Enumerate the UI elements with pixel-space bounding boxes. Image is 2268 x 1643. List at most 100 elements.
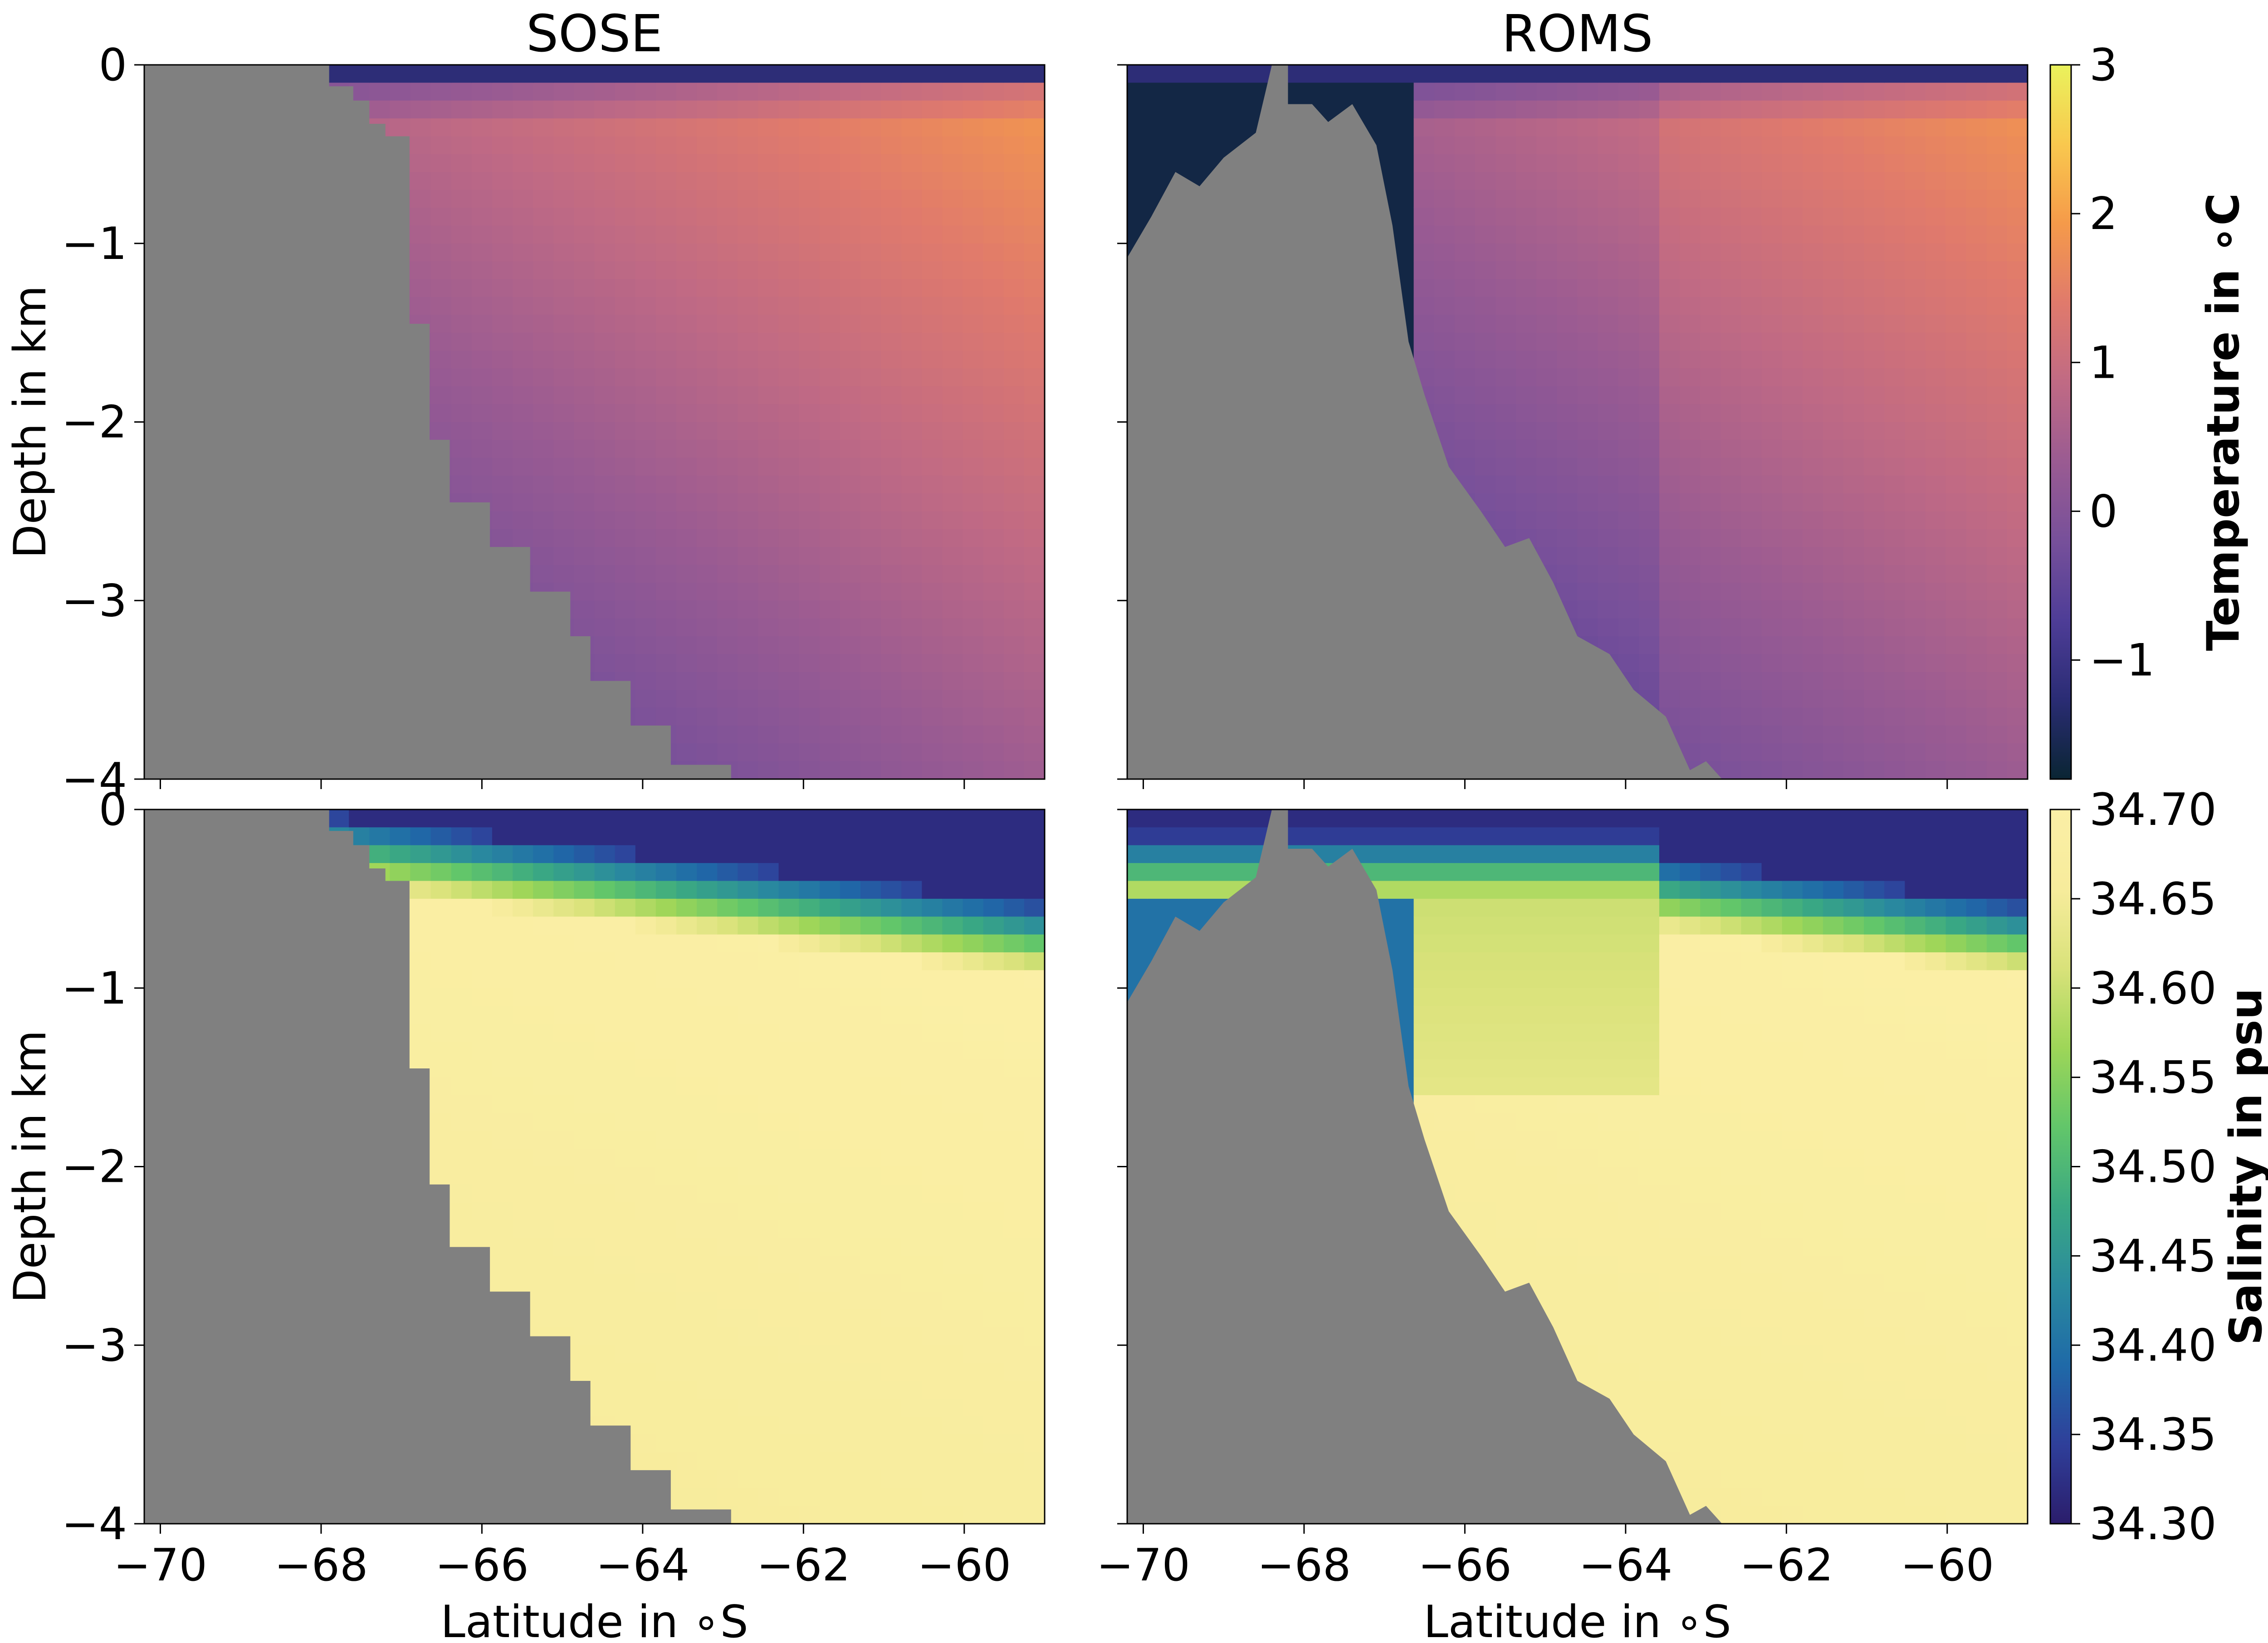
field-cell: [1905, 208, 1926, 226]
field-cell: [2007, 458, 2028, 476]
field-cell: [533, 1113, 554, 1131]
field-cell: [1884, 154, 1906, 173]
field-cell: [492, 118, 513, 137]
field-cell: [1496, 458, 1517, 476]
field-cell: [1741, 600, 1762, 619]
field-cell: [1700, 190, 1721, 208]
field-cell: [1003, 261, 1025, 280]
field-cell: [1557, 136, 1578, 155]
field-cell: [533, 1095, 554, 1114]
field-cell: [1741, 511, 1762, 530]
field-cell: [778, 1202, 800, 1221]
field-cell: [655, 1059, 677, 1078]
field-cell: [533, 988, 554, 1007]
field-cell: [1454, 208, 1476, 226]
field-cell: [1823, 493, 1844, 512]
field-cell: [574, 208, 595, 226]
field-cell: [1024, 547, 1045, 566]
field-cell: [1782, 386, 1803, 405]
field-cell: [1516, 493, 1537, 512]
field-cell: [738, 1149, 759, 1167]
field-cell: [1945, 475, 1967, 494]
field-cell: [799, 261, 820, 280]
field-cell: [1966, 297, 1987, 316]
field-cell: [513, 439, 534, 458]
field-cell: [1925, 83, 1946, 101]
field-cell: [778, 1059, 800, 1078]
field-cell: [901, 618, 923, 637]
field-cell: [1229, 118, 1251, 137]
field-cell: [1454, 297, 1476, 316]
field-cell: [717, 618, 738, 637]
field-cell: [1003, 422, 1025, 440]
y-tick-label: −4: [62, 754, 127, 805]
field-cell: [738, 493, 759, 512]
field-cell: [1003, 190, 1025, 208]
field-cell: [963, 743, 984, 762]
field-cell: [430, 100, 452, 119]
field-cell: [1557, 279, 1578, 297]
field-cell: [635, 690, 656, 708]
field-cell: [758, 475, 779, 494]
field-cell: [1864, 439, 1885, 458]
field-cell: [1680, 529, 1701, 548]
field-cell: [1905, 493, 1926, 512]
field-cell: [758, 1399, 779, 1417]
field-cell: [922, 65, 943, 83]
field-cell: [1475, 404, 1496, 423]
field-cell: [840, 154, 861, 173]
field-cell: [1905, 297, 1926, 316]
field-cell: [1782, 529, 1803, 548]
field-cell: [1638, 118, 1660, 137]
field-cell: [635, 863, 656, 882]
field-cell: [758, 1470, 779, 1489]
field-cell: [1618, 654, 1639, 673]
field-cell: [778, 386, 800, 405]
field-cell: [635, 1166, 656, 1185]
field-cell: [717, 439, 738, 458]
field-cell: [1168, 83, 1189, 101]
field-cell: [1454, 315, 1476, 333]
field-cell: [533, 1220, 554, 1238]
field-cell: [1557, 351, 1578, 369]
field-cell: [1721, 672, 1742, 691]
field-cell: [881, 154, 902, 173]
field-cell: [492, 458, 513, 476]
field-cell: [819, 1381, 841, 1399]
field-cell: [410, 934, 431, 953]
field-cell: [553, 1238, 575, 1257]
field-cell: [799, 1077, 820, 1096]
field-cell: [1925, 439, 1946, 458]
field-cell: [1003, 225, 1025, 244]
field-cell: [819, 881, 841, 899]
field-cell: [717, 934, 738, 953]
field-cell: [471, 1024, 493, 1042]
field-cell: [471, 970, 493, 989]
field-cell: [1638, 422, 1660, 440]
field-cell: [1741, 243, 1762, 262]
field-cell: [1925, 118, 1946, 137]
field-cell: [1475, 243, 1496, 262]
field-cell: [860, 618, 882, 637]
field-cell: [1884, 582, 1906, 601]
field-cell: [1332, 65, 1353, 83]
field-cell: [430, 118, 452, 137]
field-cell: [697, 118, 718, 137]
field-cell: [1761, 190, 1783, 208]
field-cell: [430, 83, 452, 101]
field-cell: [1577, 529, 1598, 548]
field-cell: [1393, 136, 1414, 155]
field-cell: [942, 547, 963, 566]
field-cell: [697, 1095, 718, 1114]
field-top-right: [1127, 65, 2028, 779]
field-cell: [1598, 279, 1619, 297]
field-cell: [655, 1416, 677, 1435]
field-cell: [1741, 725, 1762, 744]
field-cell: [1700, 565, 1721, 583]
field-cell: [819, 1024, 841, 1042]
field-cell: [655, 898, 677, 917]
field-cell: [410, 1024, 431, 1042]
field-cell: [1700, 511, 1721, 530]
field-cell: [758, 136, 779, 155]
field-cell: [1823, 65, 1844, 83]
